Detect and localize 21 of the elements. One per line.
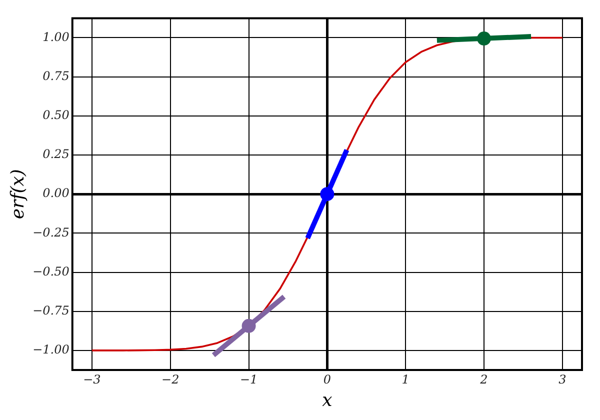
x-tick-label: 1 [402, 372, 410, 386]
y-axis-title: erf(x) [7, 169, 28, 220]
x-axis-title: x [322, 390, 332, 411]
y-tick-label: 0.25 [42, 147, 70, 162]
x-tick-label: 0 [323, 372, 332, 386]
point [242, 318, 256, 333]
x-tick-label: −1 [240, 372, 258, 386]
x-tick-label: −2 [162, 372, 180, 386]
x-tick-label: 2 [479, 372, 488, 386]
point [476, 32, 491, 46]
y-tick-label: −0.75 [32, 303, 70, 318]
y-tick-label: 0.50 [42, 108, 70, 122]
y-tick-label: −0.50 [32, 264, 70, 278]
x-tick-label: −3 [83, 372, 102, 386]
point [320, 187, 334, 202]
y-tick-label: 0.00 [42, 186, 70, 200]
y-tick-label: −0.25 [32, 225, 70, 240]
y-tick-label: −1.00 [32, 342, 70, 357]
y-tick-label: 1.00 [42, 30, 70, 44]
x-tick-label: 3 [558, 372, 567, 386]
y-tick-label: 0.75 [42, 68, 70, 83]
